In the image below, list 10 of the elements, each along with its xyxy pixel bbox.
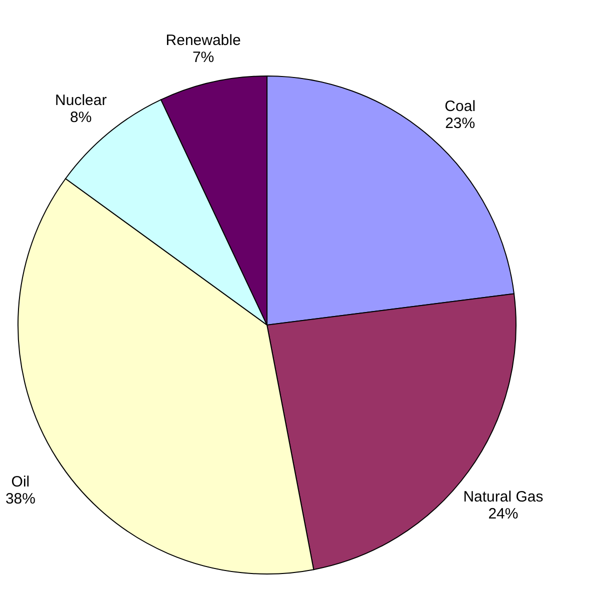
- data-label: 24%: [488, 506, 518, 523]
- data-label: 38%: [5, 490, 36, 508]
- slice-label: Renewable: [166, 32, 241, 50]
- data-label: 7%: [192, 49, 214, 66]
- slice-label: Oil: [11, 473, 30, 490]
- slice-label: Nuclear: [55, 92, 107, 110]
- slice-label: Natural Gas: [463, 488, 544, 506]
- data-label: 23%: [445, 114, 476, 132]
- data-label: 8%: [70, 109, 92, 126]
- slice-label: Coal: [444, 98, 476, 115]
